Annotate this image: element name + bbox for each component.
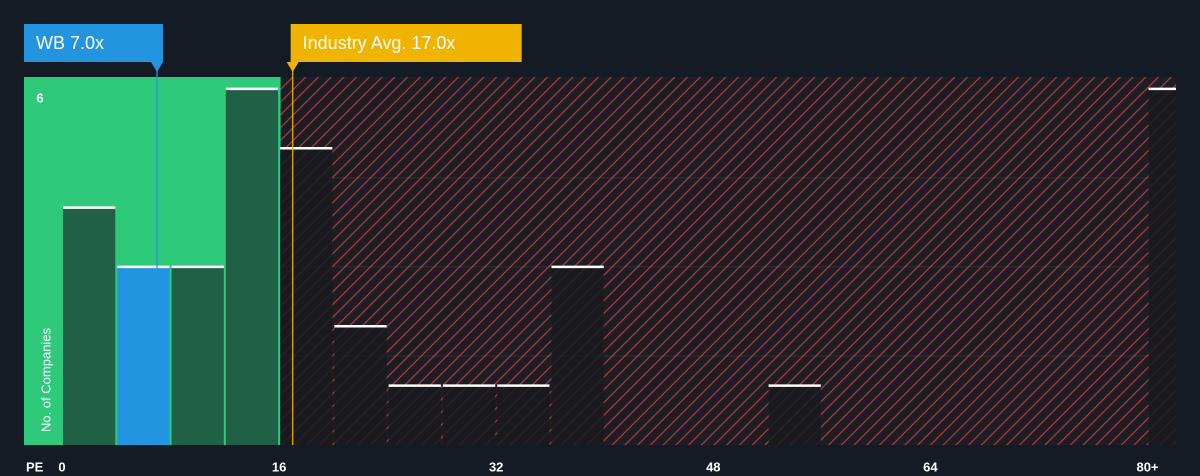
x-tick-label: 80+ (1136, 459, 1158, 474)
x-tick-label: 0 (58, 459, 65, 474)
y-tick-label: 6 (36, 90, 43, 105)
over-region (280, 77, 1176, 445)
annotation-box (290, 24, 522, 62)
bar (225, 88, 279, 445)
bar (768, 385, 821, 445)
overlay: 0 16 32 48 64 80+ 6 WB 7.0x Industry Avg. 17.0x (24, 24, 1159, 474)
y-axis-label: No. of Companies (38, 327, 53, 432)
annotation-box (24, 24, 163, 62)
x-tick-label: 16 (272, 459, 286, 474)
bars (62, 87, 1176, 445)
x-tick-label: 48 (706, 459, 720, 474)
x-tick-label: 64 (923, 459, 938, 474)
annotation-pointer (150, 62, 163, 72)
annotation-label: Industry Avg. 17.0x (303, 33, 456, 53)
bar (388, 385, 441, 445)
highlight-bar (117, 266, 170, 445)
bar (1148, 88, 1176, 445)
x-tick-label: 32 (489, 459, 503, 474)
bar (497, 385, 550, 445)
bar (551, 266, 604, 445)
x-axis-label: PE (26, 459, 44, 474)
annotation-pointer (286, 62, 299, 72)
bar (442, 385, 496, 445)
annotation-label: WB 7.0x (36, 33, 104, 53)
bar (280, 148, 333, 445)
bar (171, 266, 224, 445)
bar (62, 207, 116, 445)
bar (334, 326, 387, 445)
